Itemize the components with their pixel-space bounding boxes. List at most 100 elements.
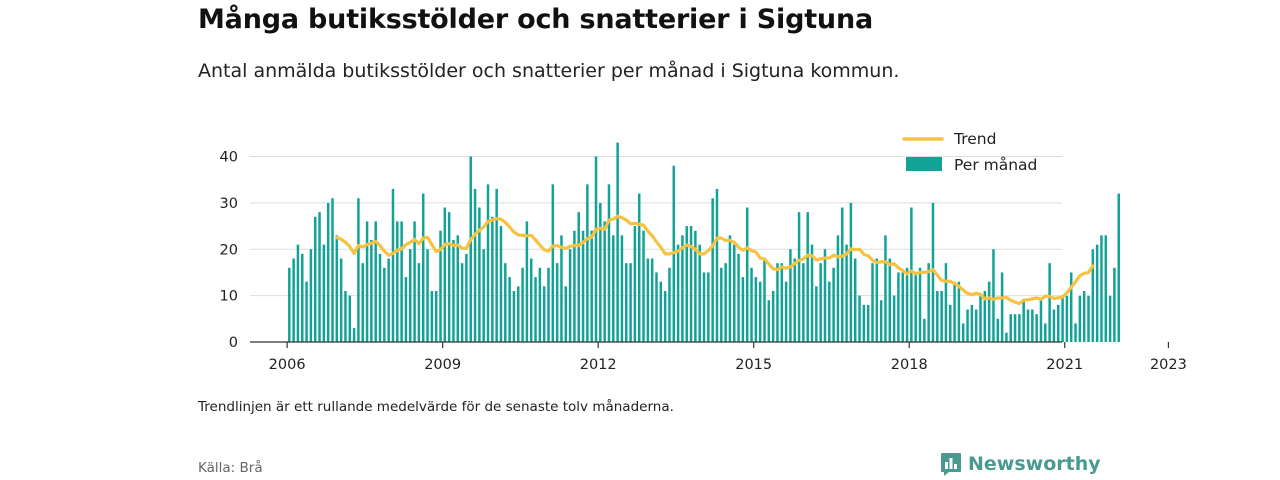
chart-note: Trendlinjen är ett rullande medelvärde f… <box>198 399 674 415</box>
bar-2021-04 <box>1078 295 1082 343</box>
bar-2011-07 <box>573 230 576 342</box>
bar-2006-02 <box>292 258 295 342</box>
bar-2011-03 <box>555 263 559 342</box>
bar-2018-10 <box>949 304 952 342</box>
bar-2012-06 <box>620 235 624 342</box>
bar-2018-05 <box>927 263 930 342</box>
bar-2018-06 <box>931 202 935 343</box>
bar-2017-05 <box>875 258 879 342</box>
bar-2016-08 <box>836 235 840 342</box>
bar-2008-10 <box>430 290 434 342</box>
bar-2010-07 <box>521 267 524 342</box>
bar-2008-09 <box>426 249 429 342</box>
y-tick-label-10: 10 <box>220 289 238 305</box>
x-tick-label-2006: 2006 <box>269 357 306 373</box>
bar-2007-07 <box>365 221 369 342</box>
bar-2019-07 <box>987 281 991 342</box>
bar-2019-09 <box>996 318 1000 342</box>
bar-2020-07 <box>1039 300 1043 342</box>
bar-2018-01 <box>910 207 913 342</box>
bar-2014-10 <box>741 277 745 342</box>
legend: Trend Per månad <box>902 130 1037 174</box>
bar-2008-12 <box>439 230 442 342</box>
bar-2015-06 <box>776 263 779 342</box>
bar-2012-01 <box>599 202 602 343</box>
bar-2011-09 <box>581 230 585 342</box>
bar-2007-06 <box>361 263 364 342</box>
bar-2007-09 <box>374 221 377 342</box>
bar-2017-09 <box>892 295 896 343</box>
bar-2008-03 <box>400 221 403 342</box>
bar-2008-06 <box>413 221 416 342</box>
chart-title: Många butiksstölder och snatterier i Sig… <box>198 4 873 35</box>
bar-2007-11 <box>383 267 386 342</box>
chart-subtitle: Antal anmälda butiksstölder och snatteri… <box>198 60 900 82</box>
bar-2020-06 <box>1035 314 1038 342</box>
bar-2021-08 <box>1095 244 1099 342</box>
source-label: Källa: Brå <box>198 460 263 476</box>
bar-2006-07 <box>313 216 317 342</box>
bar-2013-04 <box>663 290 667 342</box>
bar-2015-10 <box>793 258 796 342</box>
bar-2012-12 <box>646 258 650 342</box>
bar-2017-11 <box>901 272 904 342</box>
bar-2016-02 <box>810 244 814 342</box>
y-axis-labels: 0 10 20 30 40 <box>220 150 238 352</box>
y-tick-label-20: 20 <box>220 242 238 258</box>
bar-2006-11 <box>331 198 334 342</box>
bar-2014-11 <box>745 207 749 342</box>
bar-2014-07 <box>728 235 732 342</box>
bar-2013-09 <box>685 226 688 342</box>
bar-2007-01 <box>339 258 343 342</box>
bar-2012-07 <box>625 263 628 342</box>
bar-2020-04 <box>1026 309 1030 342</box>
bar-2017-07 <box>884 235 887 342</box>
bar-2010-05 <box>512 290 516 342</box>
bar-2020-09 <box>1048 263 1051 342</box>
bar-2018-07 <box>936 290 939 342</box>
bar-2007-08 <box>370 239 373 342</box>
bar-2019-05 <box>979 295 982 343</box>
bar-2009-09 <box>478 207 481 342</box>
bar-2014-12 <box>750 267 753 342</box>
bar-2018-03 <box>918 267 922 342</box>
x-tick-label-2018: 2018 <box>891 357 928 373</box>
bar-2018-08 <box>940 290 943 342</box>
bar-2010-10 <box>534 277 537 342</box>
legend-swatch-per-manad <box>906 157 942 171</box>
bar-2013-02 <box>655 272 658 342</box>
bar-2015-11 <box>797 212 801 342</box>
bar-2009-10 <box>482 249 485 342</box>
bar-2015-02 <box>758 281 762 342</box>
y-tick-label-30: 30 <box>220 196 238 212</box>
bar-2020-03 <box>1022 300 1025 342</box>
bar-2015-04 <box>767 300 771 342</box>
bar-2008-04 <box>404 277 408 342</box>
bar-2016-06 <box>828 281 831 342</box>
bar-2019-01 <box>961 323 965 342</box>
bar-2008-07 <box>417 263 421 342</box>
bar-2018-11 <box>953 281 956 342</box>
bar-series <box>288 142 1120 343</box>
bar-2020-01 <box>1013 314 1017 342</box>
x-tick-label-2012: 2012 <box>580 357 617 373</box>
bar-2021-12 <box>1113 267 1116 342</box>
bar-2009-12 <box>491 216 494 342</box>
bar-2020-05 <box>1031 309 1034 342</box>
bar-2013-07 <box>676 244 680 342</box>
bar-2016-12 <box>853 258 857 342</box>
bar-2014-09 <box>737 253 740 342</box>
x-tick-label-2023: 2023 <box>1150 357 1187 373</box>
bar-2009-02 <box>447 212 451 342</box>
bar-2012-08 <box>629 263 632 342</box>
bar-2014-08 <box>733 244 736 342</box>
bar-2009-11 <box>486 184 490 342</box>
bar-2006-08 <box>318 212 321 342</box>
bar-2016-11 <box>849 202 853 343</box>
bar-2017-08 <box>888 258 892 342</box>
bar-2022-01 <box>1117 193 1120 342</box>
brand-logo: Newsworthy <box>940 452 1101 476</box>
bar-2017-10 <box>897 272 900 342</box>
bar-2007-10 <box>378 253 382 342</box>
bar-2013-12 <box>698 244 701 342</box>
